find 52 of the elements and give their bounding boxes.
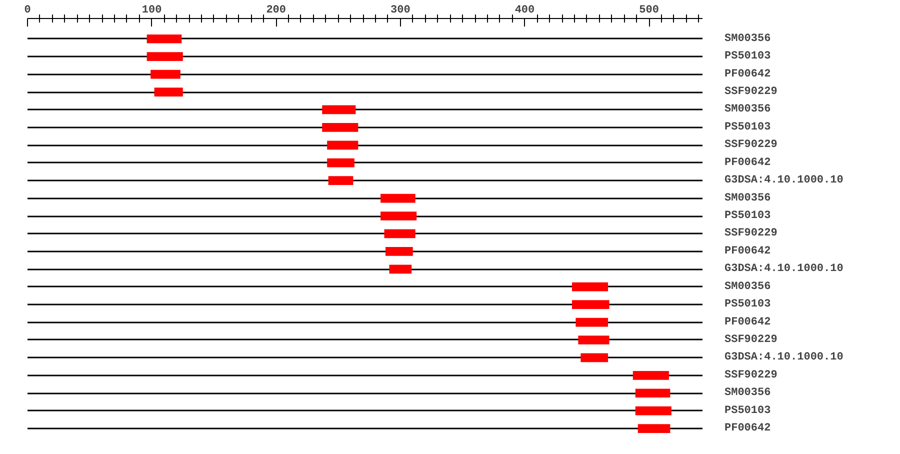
bar [146, 52, 183, 62]
x-tick-label: 300 [390, 4, 410, 16]
y-tick-label: PF00642 [724, 422, 771, 435]
bar [638, 424, 670, 433]
y-tick-label: G3DSA:4.10.1000.10 [724, 174, 844, 187]
y-tick-label: SSF90229 [724, 86, 778, 98]
x-tick-label: 200 [266, 4, 286, 16]
y-tick-label: SM00356 [724, 104, 771, 116]
x-tick-label: 500 [639, 4, 659, 16]
bar [572, 282, 608, 292]
bar [632, 370, 669, 380]
bar [380, 212, 417, 220]
bar [146, 34, 182, 44]
bar [327, 158, 354, 168]
y-tick-label: SM00356 [724, 32, 771, 45]
y-tick-label: SM00356 [724, 192, 771, 204]
y-tick-label: G3DSA:4.10.1000.10 [724, 352, 844, 364]
x-tick-label: 0 [24, 4, 31, 16]
bar [154, 88, 183, 96]
bar [635, 406, 672, 416]
bar [322, 105, 356, 114]
y-tick-label: PS50103 [724, 210, 772, 222]
y-tick-label: PS50103 [724, 298, 772, 311]
bar [386, 247, 413, 256]
bar [572, 300, 610, 309]
y-tick-label: SSF90229 [724, 334, 778, 346]
y-tick-label: G3DSA:4.10.1000.10 [724, 263, 844, 276]
y-tick-label: PF00642 [724, 156, 771, 169]
y-tick-label: PS50103 [724, 50, 772, 63]
bar [384, 229, 416, 238]
bar [580, 353, 608, 362]
bar [150, 70, 180, 79]
y-tick-label: PF00642 [724, 245, 771, 258]
y-tick-label: PF00642 [724, 68, 771, 80]
bar [380, 194, 416, 203]
bar [328, 176, 354, 186]
y-tick-label: PF00642 [724, 316, 771, 328]
bar [635, 388, 670, 398]
y-tick-label: SM00356 [724, 387, 771, 400]
y-tick-label: PS50103 [724, 404, 772, 417]
x-tick-label: 100 [142, 4, 162, 16]
bar [327, 140, 358, 150]
y-tick-label: SSF90229 [724, 139, 778, 152]
bar [389, 264, 412, 274]
x-tick-label: 400 [514, 4, 535, 16]
bar [322, 123, 358, 132]
y-tick-label: SSF90229 [724, 228, 778, 240]
y-tick-label: PS50103 [724, 121, 772, 134]
bar [578, 336, 610, 344]
y-tick-label: SM00356 [724, 280, 771, 293]
bar [576, 318, 608, 327]
y-tick-label: SSF90229 [724, 369, 778, 382]
